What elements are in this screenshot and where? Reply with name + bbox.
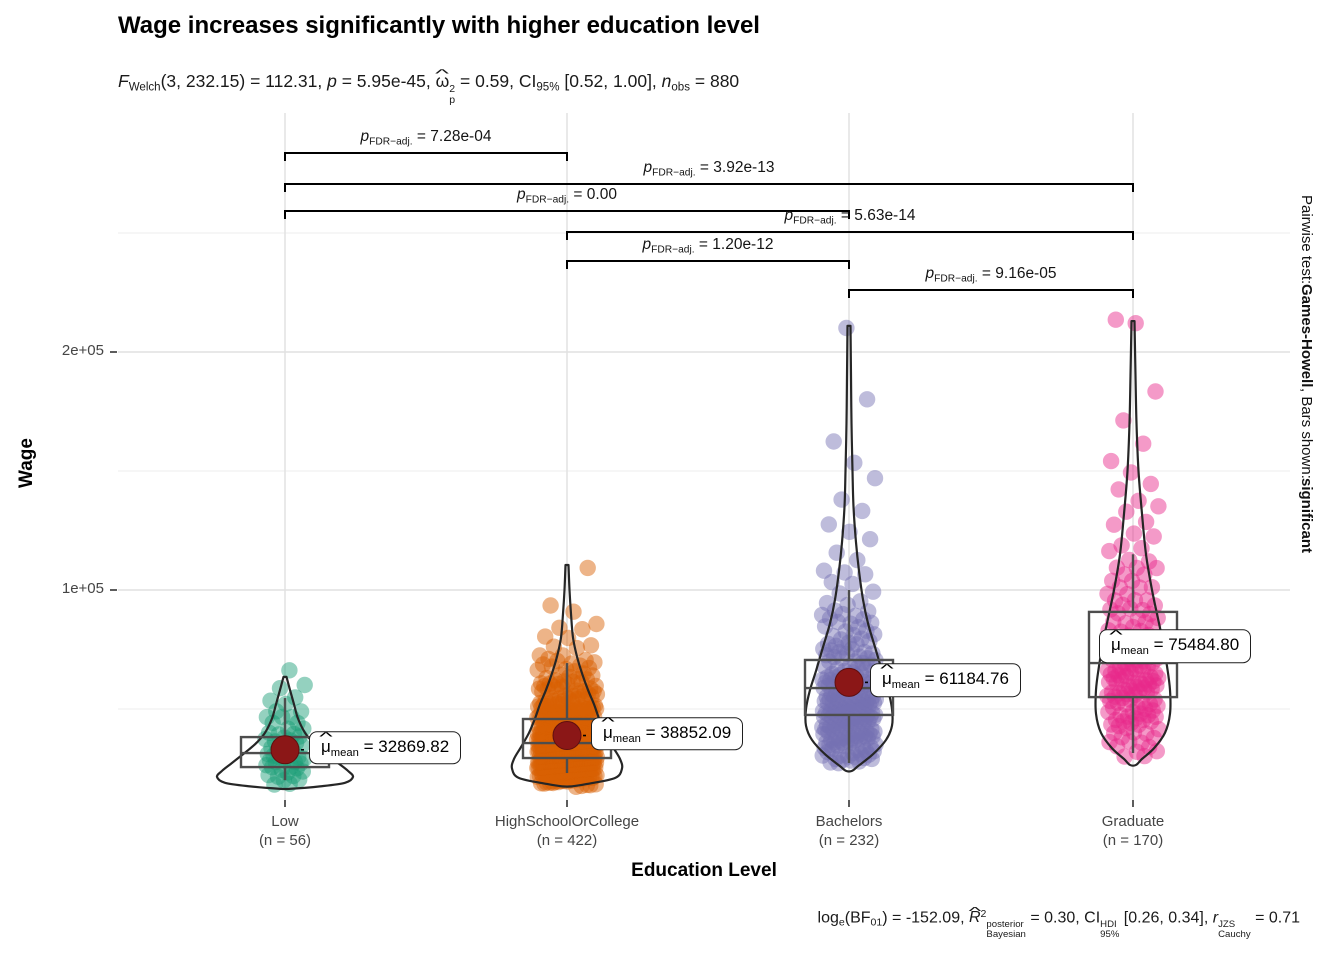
x-axis-title: Education Level (631, 860, 777, 881)
plot-subtitle: FWelch(3, 232.15) = 112.31, p = 5.95e-45… (118, 66, 739, 107)
plot-title: Wage increases significantly with higher… (118, 12, 760, 39)
pairwise-test-caption: Pairwise test: Games-Howell, Bars shown:… (1298, 195, 1315, 554)
violin-graduate (1094, 319, 1172, 767)
axis-ticks (110, 351, 1134, 807)
mean-dot-highschoolorcollege (552, 721, 582, 751)
y-axis-title: Wage (16, 438, 37, 488)
bayes-caption: loge(BF01) = -152.09, R2posteriorBayesia… (818, 900, 1300, 941)
violin-bachelors (804, 324, 894, 773)
violin-highschoolorcollege (510, 563, 624, 788)
sig-bracket-4 (566, 231, 1134, 240)
sig-bracket-6 (848, 289, 1134, 298)
mean-dot-low (270, 735, 300, 765)
sig-bracket-2 (284, 183, 1134, 192)
mean-dot-bachelors (834, 667, 864, 697)
sig-bracket-1 (284, 152, 568, 161)
sig-bracket-5 (566, 260, 850, 269)
sig-bracket-3 (284, 210, 850, 219)
mean-dot-graduate (1118, 633, 1148, 663)
